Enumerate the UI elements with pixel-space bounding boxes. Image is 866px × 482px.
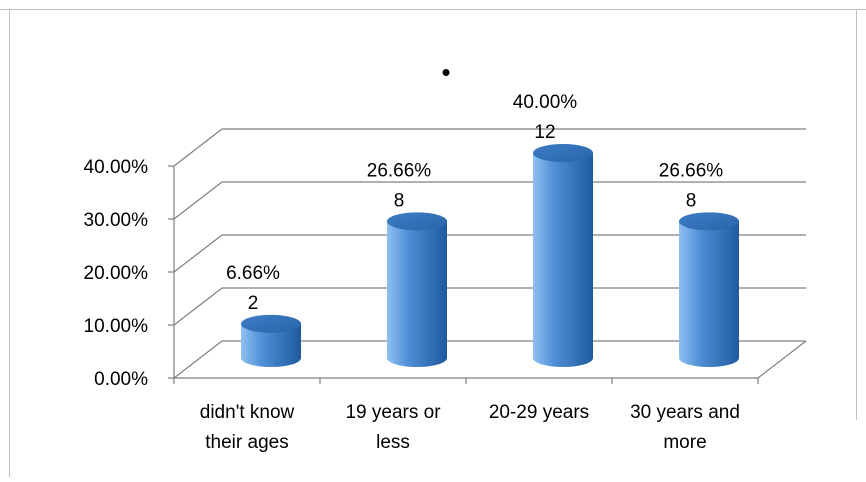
data-label-count: 12 bbox=[534, 122, 555, 143]
data-label-percent: 6.66% bbox=[226, 263, 280, 284]
y-tick-label: 40.00% bbox=[84, 157, 149, 178]
chart-title: • bbox=[441, 57, 450, 87]
bar-cap bbox=[679, 212, 739, 231]
bar bbox=[679, 212, 739, 367]
floor-right-edge bbox=[757, 340, 807, 379]
bar-body bbox=[533, 153, 593, 367]
data-label-count: 2 bbox=[248, 293, 259, 314]
x-tick-label: 30 years and more bbox=[630, 402, 740, 453]
bar bbox=[241, 314, 301, 367]
x-tick-label: didn't know their ages bbox=[200, 402, 295, 453]
bar-body bbox=[679, 221, 739, 367]
data-label-count: 8 bbox=[686, 190, 697, 211]
bar-cap bbox=[533, 144, 593, 162]
y-tick-label: 20.00% bbox=[84, 263, 149, 284]
data-label-percent: 26.66% bbox=[367, 160, 432, 181]
side-gridline bbox=[173, 234, 223, 273]
data-label-percent: 26.66% bbox=[659, 160, 724, 181]
side-gridline bbox=[173, 340, 223, 379]
data-label-count: 8 bbox=[394, 190, 405, 211]
x-tick-label: 20-29 years bbox=[489, 402, 589, 423]
bar-body bbox=[241, 323, 301, 367]
x-tick-label: 19 years or less bbox=[345, 402, 441, 453]
side-gridline bbox=[173, 128, 223, 167]
side-gridline bbox=[173, 287, 223, 326]
bar bbox=[533, 144, 593, 367]
bar-cap bbox=[387, 212, 447, 231]
data-label-percent: 40.00% bbox=[513, 92, 578, 113]
bar bbox=[387, 212, 447, 367]
side-gridline bbox=[173, 181, 223, 220]
y-tick-label: 30.00% bbox=[84, 210, 149, 231]
bar-body bbox=[387, 221, 447, 367]
bar-cap bbox=[241, 314, 301, 333]
y-tick-label: 0.00% bbox=[94, 369, 148, 390]
y-tick-label: 10.00% bbox=[84, 316, 149, 337]
